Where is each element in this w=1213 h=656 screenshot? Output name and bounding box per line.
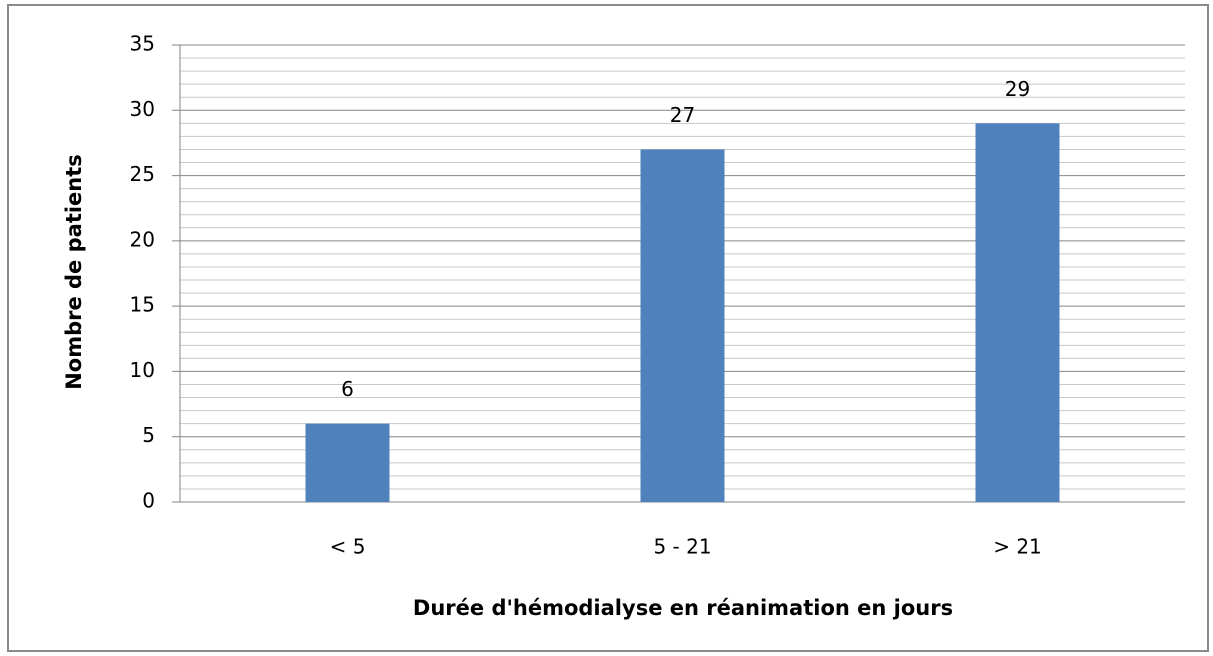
y-tick-label: 5: [142, 423, 155, 447]
data-label: 29: [1005, 77, 1030, 101]
y-tick-label: 10: [130, 358, 155, 382]
y-tick-label: 35: [130, 32, 155, 56]
x-axis-title: Durée d'hémodialyse en réanimation en jo…: [413, 596, 953, 620]
x-tick-label: < 5: [330, 535, 366, 559]
bar: [640, 149, 725, 502]
y-axis-title: Nombre de patients: [62, 154, 86, 390]
y-tick-label: 25: [130, 162, 155, 186]
bar: [975, 123, 1060, 502]
x-tick-label: 5 - 21: [653, 535, 711, 559]
data-label: 6: [341, 377, 354, 401]
data-label: 27: [670, 103, 695, 127]
y-tick-label: 20: [130, 227, 155, 251]
y-tick-label: 0: [142, 489, 155, 513]
y-tick-label: 30: [130, 97, 155, 121]
bar: [305, 423, 390, 502]
y-tick-label: 15: [130, 293, 155, 317]
x-tick-label: > 21: [993, 535, 1042, 559]
